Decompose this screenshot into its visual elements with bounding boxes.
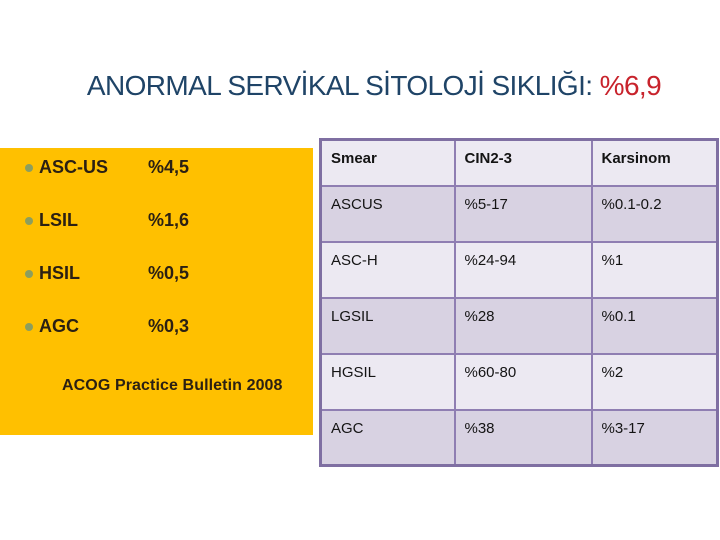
cell-smear: ASCUS (319, 184, 456, 243)
item-label: AGC (39, 316, 79, 336)
slide-title-main: ANORMAL SERVİKAL SİTOLOJİ SIKLIĞI: (86, 69, 600, 101)
slide-title: ANORMAL SERVİKAL SİTOLOJİ SIKLIĞI: %6,9 (86, 69, 662, 102)
cell-smear: AGC (319, 408, 456, 467)
column-header-karsinom: Karsinom (590, 138, 719, 187)
column-header-cin2-3: CIN2-3 (453, 138, 593, 187)
cell-cin: %60-80 (453, 352, 593, 411)
cell-cin: %38 (453, 408, 593, 467)
list-item-hsil: HSIL %0,5 (0, 263, 313, 287)
list-item-lsil: LSIL %1,6 (0, 210, 313, 234)
table-row: HGSIL %60-80 %2 (319, 352, 719, 411)
cell-cin: %5-17 (453, 184, 593, 243)
bullet-icon (25, 270, 33, 278)
column-header-smear: Smear (319, 138, 456, 187)
cell-cin: %24-94 (453, 240, 593, 299)
cell-smear: LGSIL (319, 296, 456, 355)
item-value: %0,5 (148, 263, 190, 283)
item-label: ASC-US (39, 157, 109, 177)
cell-karsinom: %0.1 (590, 296, 719, 355)
table-row: ASC-H %24-94 %1 (319, 240, 719, 299)
table-header-row: Smear CIN2-3 Karsinom (319, 138, 719, 187)
list-item-agc: AGC %0,3 (0, 316, 313, 340)
bullet-icon (25, 323, 33, 331)
item-label: LSIL (39, 210, 78, 230)
item-label: HSIL (39, 263, 81, 283)
risk-table: Smear CIN2-3 Karsinom ASCUS %5-17 %0.1-0… (319, 138, 719, 467)
item-value: %4,5 (148, 157, 190, 177)
list-item-ascus: ASC-US %4,5 (0, 157, 313, 181)
item-value: %0,3 (148, 316, 190, 336)
bullet-icon (25, 217, 33, 225)
cell-cin: %28 (453, 296, 593, 355)
cell-smear: ASC-H (319, 240, 456, 299)
cell-karsinom: %3-17 (590, 408, 719, 467)
table-row: LGSIL %28 %0.1 (319, 296, 719, 355)
bullet-icon (25, 164, 33, 172)
item-value: %1,6 (148, 210, 190, 230)
cell-smear: HGSIL (319, 352, 456, 411)
cell-karsinom: %1 (590, 240, 719, 299)
table-row: ASCUS %5-17 %0.1-0.2 (319, 184, 719, 243)
cell-karsinom: %0.1-0.2 (590, 184, 719, 243)
source-citation: ACOG Practice Bulletin 2008 (62, 377, 283, 394)
slide-title-percentage: %6,9 (599, 69, 662, 101)
cell-karsinom: %2 (590, 352, 719, 411)
cytology-summary-panel: ASC-US %4,5 LSIL %1,6 HSIL %0,5 AGC %0,3… (0, 148, 313, 435)
table-row: AGC %38 %3-17 (319, 408, 719, 467)
